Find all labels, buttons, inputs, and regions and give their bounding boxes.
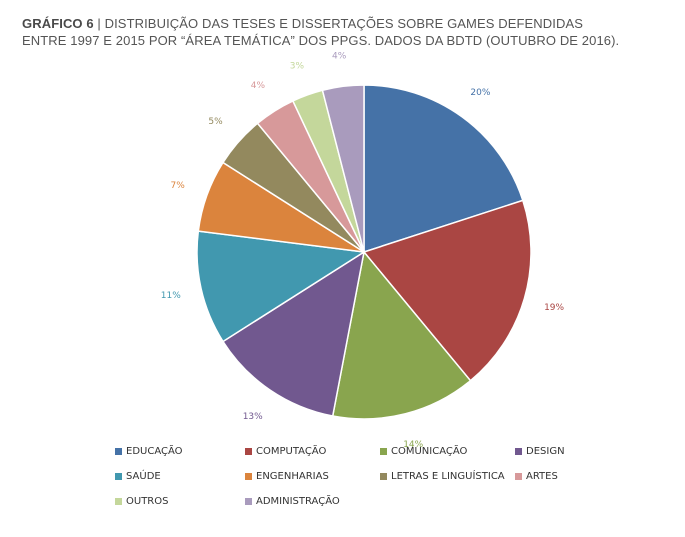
legend-swatch xyxy=(380,448,387,455)
chart-title-bold: GRÁFICO 6 xyxy=(22,16,94,31)
legend-item: COMUNICAÇÃO xyxy=(380,445,515,458)
legend-item: COMPUTAÇÃO xyxy=(245,445,380,458)
pie-slice-educacao xyxy=(363,84,524,254)
data-label: 4% xyxy=(251,81,266,91)
pie-data-labels: 20% 19% 14% 13% 11% 7% 5% 4% 3% 4% xyxy=(161,52,565,450)
legend-swatch xyxy=(115,448,122,455)
legend-swatch xyxy=(245,473,252,480)
legend-item: EDUCAÇÃO xyxy=(115,445,245,458)
legend-label: ARTES xyxy=(526,471,558,482)
data-label: 5% xyxy=(208,117,223,127)
data-label: 19% xyxy=(544,303,564,313)
pie-slice-design xyxy=(221,250,366,417)
chart-title-separator: | xyxy=(93,16,105,31)
legend-swatch xyxy=(515,473,522,480)
data-label: 7% xyxy=(171,181,186,191)
legend-swatch xyxy=(115,498,122,505)
chart-title: GRÁFICO 6 | DISTRIBUIÇÃO DAS TESES E DIS… xyxy=(22,15,672,49)
data-label: 3% xyxy=(290,62,305,72)
legend-label: SAÚDE xyxy=(126,471,161,482)
legend-label: ENGENHARIAS xyxy=(256,471,329,482)
legend-swatch xyxy=(115,473,122,480)
legend-label: DESIGN xyxy=(526,446,565,457)
data-label: 11% xyxy=(161,291,181,301)
chart-title-line-2: ENTRE 1997 E 2015 POR “ÁREA TEMÁTICA” DO… xyxy=(22,33,620,48)
legend-label: LETRAS E LINGUÍSTICA xyxy=(391,471,505,482)
data-label: 14% xyxy=(403,440,423,450)
legend-item: ADMINISTRAÇÃO xyxy=(245,495,380,508)
legend-item: DESIGN xyxy=(515,445,625,458)
legend-label: ADMINISTRAÇÃO xyxy=(256,496,340,507)
legend-swatch xyxy=(245,498,252,505)
pie-slice-administracao xyxy=(321,84,365,253)
legend-item: LETRAS E LINGUÍSTICA xyxy=(380,470,515,483)
legend-label: COMPUTAÇÃO xyxy=(256,446,327,457)
legend-item: OUTROS xyxy=(115,495,245,508)
legend-item: ARTES xyxy=(515,470,625,483)
legend-swatch xyxy=(380,473,387,480)
legend-item: SAÚDE xyxy=(115,470,245,483)
data-label: 20% xyxy=(470,88,490,98)
chart-legend: EDUCAÇÃO COMPUTAÇÃO COMUNICAÇÃO DESIGN SAÚDE… xyxy=(115,445,625,508)
pie-slice-saude xyxy=(196,230,367,343)
legend-swatch xyxy=(245,448,252,455)
legend-label: COMUNICAÇÃO xyxy=(391,446,468,457)
pie-slices xyxy=(196,84,532,420)
data-label: 4% xyxy=(332,52,347,62)
pie-slice-computacao xyxy=(362,199,532,382)
legend-label: EDUCAÇÃO xyxy=(126,446,183,457)
chart-title-line-1: DISTRIBUIÇÃO DAS TESES E DISSERTAÇÕES SO… xyxy=(104,16,584,31)
legend-swatch xyxy=(515,448,522,455)
legend-label: OUTROS xyxy=(126,496,169,507)
pie-slice-comunicacao xyxy=(331,250,472,420)
legend-item: ENGENHARIAS xyxy=(245,470,380,483)
data-label: 13% xyxy=(243,412,263,422)
